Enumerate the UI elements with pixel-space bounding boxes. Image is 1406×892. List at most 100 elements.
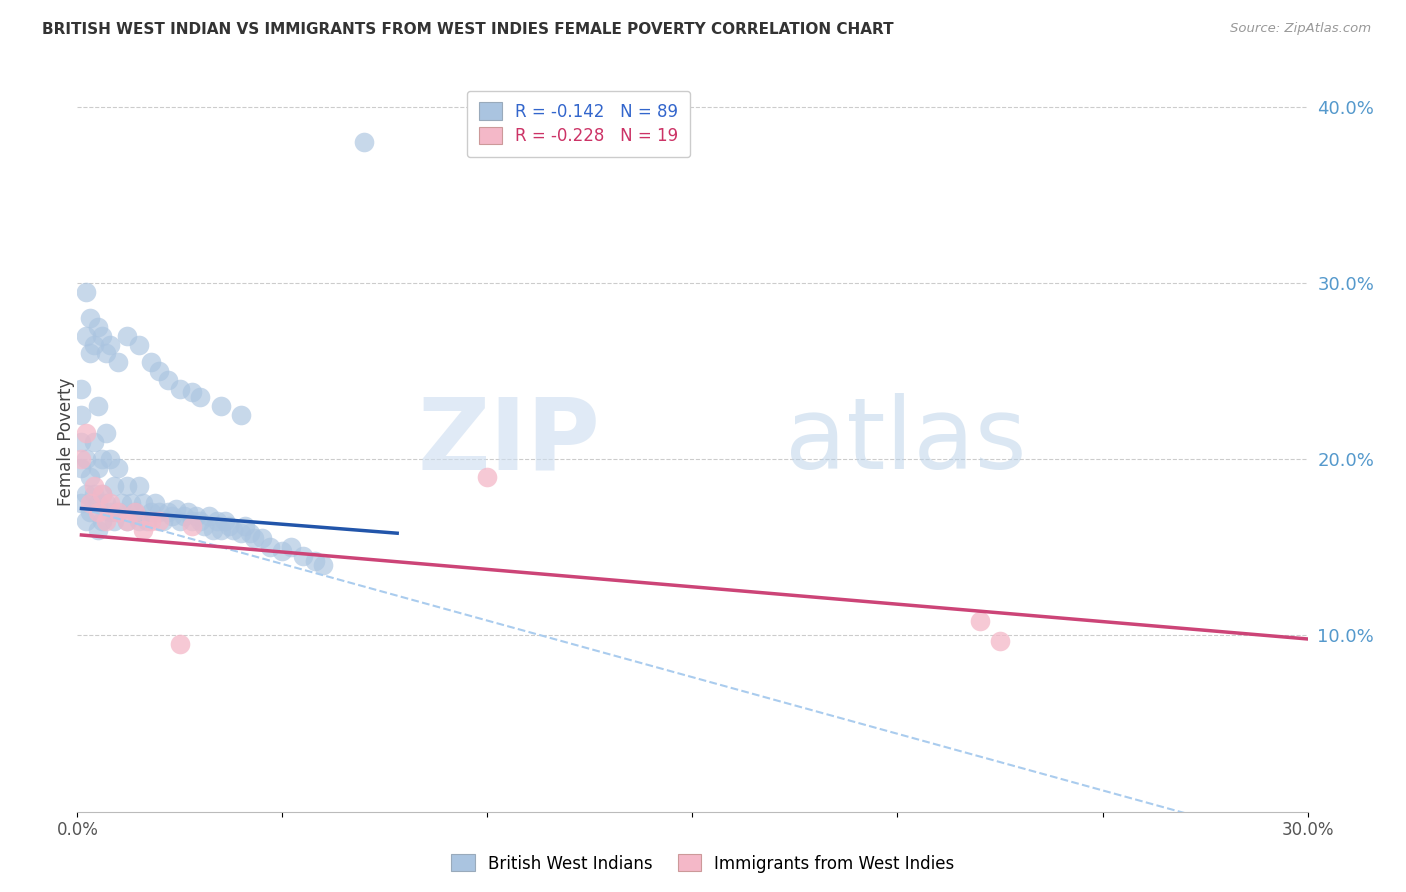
Point: [136, 514, 159, 528]
Point: [90, 514, 114, 528]
Point: [107, 355, 129, 369]
Point: [291, 549, 314, 563]
Point: [222, 523, 245, 537]
Point: [79, 496, 101, 510]
Point: [70, 496, 93, 510]
Point: [90, 328, 114, 343]
Point: [115, 478, 138, 492]
Point: [107, 505, 129, 519]
Text: BRITISH WEST INDIAN VS IMMIGRANTS FROM WEST INDIES FEMALE POVERTY CORRELATION CH: BRITISH WEST INDIAN VS IMMIGRANTS FROM W…: [42, 22, 894, 37]
Point: [353, 135, 375, 149]
Point: [79, 346, 101, 360]
Point: [98, 496, 121, 510]
Point: [235, 519, 257, 533]
Point: [128, 478, 150, 492]
Point: [111, 496, 134, 510]
Point: [132, 523, 155, 537]
Point: [98, 452, 121, 467]
Point: [115, 514, 138, 528]
Point: [231, 526, 253, 541]
Y-axis label: Female Poverty: Female Poverty: [58, 377, 75, 506]
Point: [181, 514, 204, 528]
Point: [87, 461, 110, 475]
Point: [124, 505, 146, 519]
Text: atlas: atlas: [785, 393, 1026, 490]
Point: [141, 505, 163, 519]
Point: [477, 470, 499, 484]
Point: [205, 514, 228, 528]
Point: [128, 514, 150, 528]
Point: [75, 328, 97, 343]
Point: [70, 461, 93, 475]
Point: [173, 508, 195, 523]
Point: [169, 514, 191, 528]
Point: [79, 505, 101, 519]
Text: Source: ZipAtlas.com: Source: ZipAtlas.com: [1230, 22, 1371, 36]
Point: [239, 526, 262, 541]
Point: [259, 541, 281, 555]
Point: [94, 496, 117, 510]
Point: [70, 452, 93, 467]
Point: [103, 514, 125, 528]
Point: [148, 364, 170, 378]
Point: [188, 514, 212, 528]
Point: [209, 523, 232, 537]
Point: [271, 544, 294, 558]
Point: [79, 470, 101, 484]
Point: [83, 478, 105, 492]
Point: [115, 328, 138, 343]
Point: [94, 346, 117, 360]
Point: [201, 523, 224, 537]
Point: [186, 508, 208, 523]
Point: [70, 382, 93, 396]
Point: [181, 385, 204, 400]
Point: [193, 519, 215, 533]
Point: [209, 399, 232, 413]
Point: [231, 408, 253, 422]
Point: [156, 373, 179, 387]
Point: [98, 337, 121, 351]
Point: [169, 382, 191, 396]
Point: [83, 337, 105, 351]
Point: [280, 541, 302, 555]
Point: [87, 505, 110, 519]
Point: [83, 487, 105, 501]
Point: [120, 496, 142, 510]
Point: [115, 514, 138, 528]
Point: [75, 452, 97, 467]
Point: [87, 320, 110, 334]
Point: [79, 311, 101, 326]
Point: [218, 519, 240, 533]
Point: [70, 434, 93, 449]
Point: [87, 399, 110, 413]
Point: [94, 514, 117, 528]
Text: ZIP: ZIP: [418, 393, 600, 490]
Point: [132, 496, 155, 510]
Point: [250, 532, 273, 546]
Point: [312, 558, 335, 572]
Point: [75, 285, 97, 299]
Point: [181, 519, 204, 533]
Point: [969, 615, 991, 629]
Legend: R = -0.142   N = 89, R = -0.228   N = 19: R = -0.142 N = 89, R = -0.228 N = 19: [467, 91, 690, 157]
Point: [160, 508, 183, 523]
Point: [75, 425, 97, 440]
Point: [98, 505, 121, 519]
Point: [169, 637, 191, 651]
Point: [124, 505, 146, 519]
Point: [141, 514, 163, 528]
Point: [83, 434, 105, 449]
Point: [107, 461, 129, 475]
Point: [188, 391, 212, 405]
Point: [90, 487, 114, 501]
Point: [177, 505, 200, 519]
Legend: British West Indians, Immigrants from West Indies: British West Indians, Immigrants from We…: [444, 847, 962, 880]
Point: [165, 501, 187, 516]
Point: [90, 452, 114, 467]
Point: [197, 508, 219, 523]
Point: [75, 514, 97, 528]
Point: [87, 523, 110, 537]
Point: [148, 505, 170, 519]
Point: [94, 425, 117, 440]
Point: [75, 487, 97, 501]
